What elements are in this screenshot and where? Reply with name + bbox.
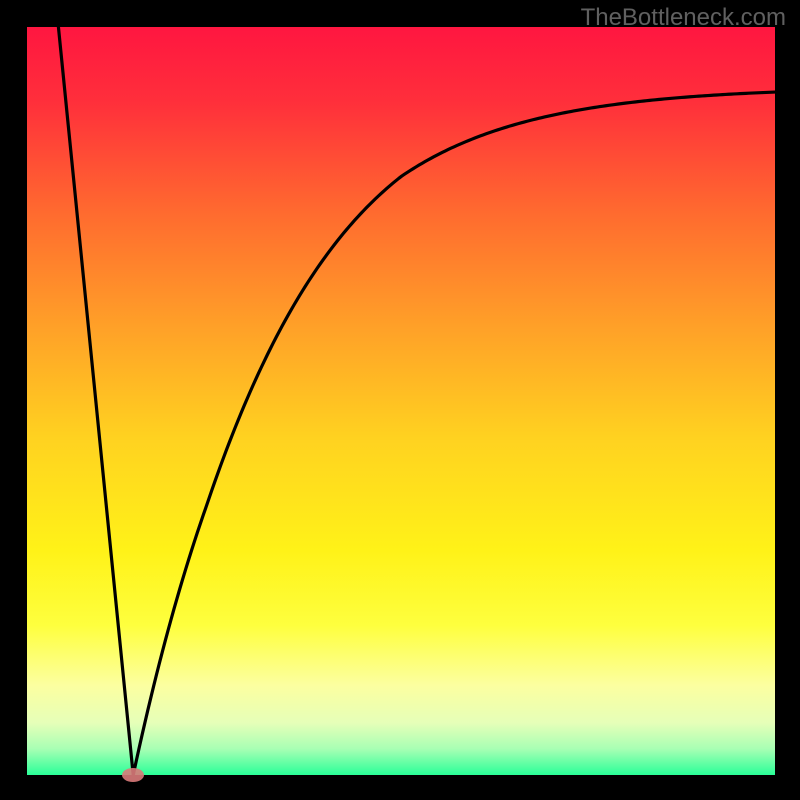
watermark-text: TheBottleneck.com: [581, 4, 786, 32]
bottleneck-curve: [0, 0, 800, 800]
chart-stage: TheBottleneck.com: [0, 0, 800, 800]
curve-path: [58, 27, 775, 775]
